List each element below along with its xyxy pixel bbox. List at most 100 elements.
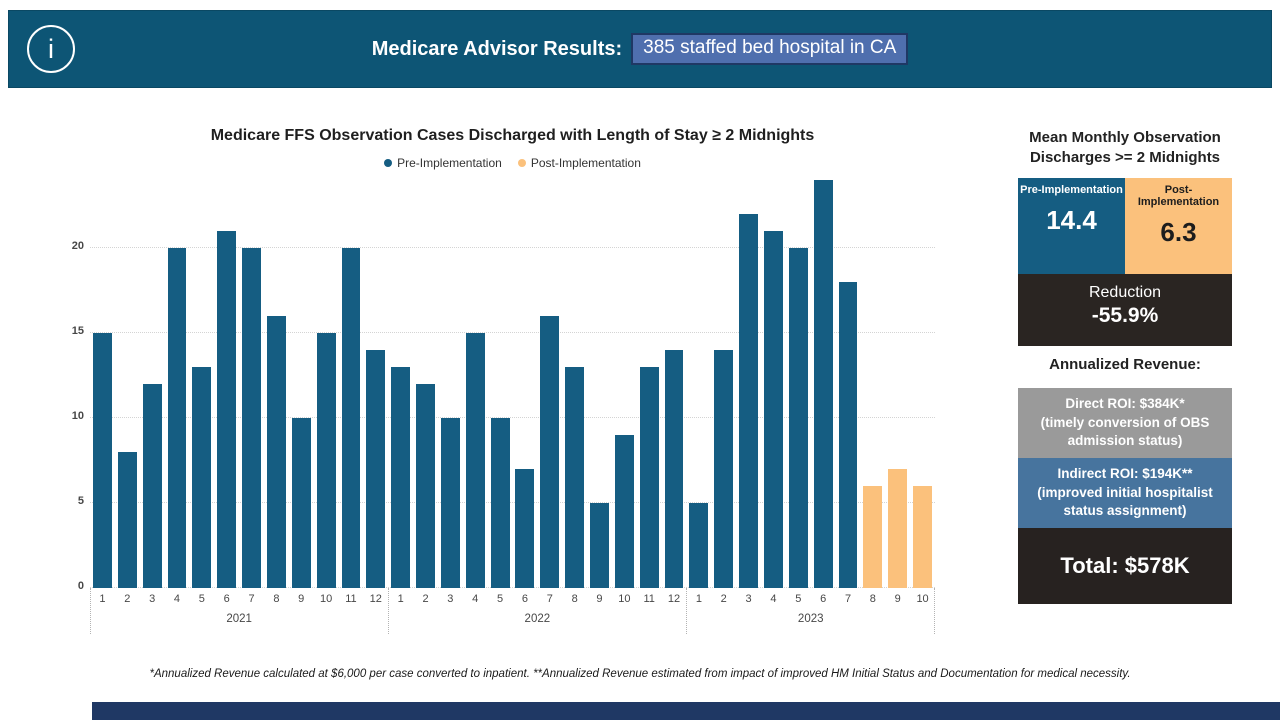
y-tick-label: 5 [77,495,84,507]
annualized-revenue-blocks: Direct ROI: $384K* (timely conversion of… [1018,388,1232,605]
bar-2022-10[interactable] [614,435,634,588]
year-separator [388,588,390,634]
reduction-label: Reduction [1088,284,1162,301]
bar-2023-2[interactable] [714,350,734,588]
mean-discharges-table: Pre-Implementation 14.4 Post-Implementat… [1018,178,1232,346]
bar-2022-12[interactable] [664,350,684,588]
legend-label: Post-Implementation [530,156,641,170]
info-icon-glyph: i [48,33,54,64]
gridline [90,587,935,588]
bar-2023-9[interactable] [888,469,908,588]
bar-2022-7[interactable] [540,316,560,588]
bar-2021-9[interactable] [291,418,311,588]
bar-2023-10[interactable] [913,486,932,588]
bar-2023-8[interactable] [863,486,883,588]
plot-area [90,180,935,588]
bar-2023-7[interactable] [838,282,858,588]
x-tick-label: 5 [198,593,205,605]
bar-2021-5[interactable] [192,367,212,588]
y-tick-label: 15 [71,325,84,337]
year-separator [934,588,935,634]
x-tick-label: 3 [745,593,752,605]
post-implementation-cell: Post-Implementation 6.3 [1125,178,1232,274]
bar-2023-4[interactable] [764,231,783,588]
total-roi-block: Total: $578K [1018,527,1232,605]
x-tick-label: 2 [422,593,429,605]
x-tick-label: 4 [770,593,777,605]
bar-2022-8[interactable] [565,367,585,588]
x-tick-label: 1 [397,593,404,605]
bar-2023-3[interactable] [739,214,759,588]
direct-roi-description: (timely conversion of OBS admission stat… [1040,414,1210,449]
legend-label: Pre-Implementation [397,156,502,170]
post-implementation-label: Post-Implementation [1137,184,1220,208]
bar-2022-2[interactable] [416,384,435,588]
reduction-block: Reduction -55.9% [1018,274,1232,346]
y-axis-labels: 0 5 10 15 20 [38,180,84,592]
x-tick-label: 12 [369,593,382,605]
year-separator [686,588,688,634]
hospital-highlight-box: 385 staffed bed hospital in CA [631,33,909,65]
legend-item-pre-implementation[interactable]: Pre-Implementation [384,156,502,170]
bar-2021-4[interactable] [167,248,187,588]
x-tick-label: 9 [894,593,901,605]
page-title: Medicare Advisor Results: [371,37,623,60]
indirect-roi-description: (improved initial hospitalist status ass… [1037,484,1213,519]
x-tick-label: 12 [667,593,681,605]
gridline [90,332,935,333]
x-tick-label: 7 [844,593,852,605]
direct-roi-block: Direct ROI: $384K* (timely conversion of… [1018,388,1232,458]
reduction-value: -55.9% [1091,304,1159,327]
bar-2021-1[interactable] [92,333,112,588]
x-tick-label: 6 [521,593,528,605]
x-tick-label: 8 [273,593,280,605]
bar-2023-6[interactable] [813,180,833,588]
pre-implementation-value: 14.4 [1046,205,1097,235]
year-label: 2023 [797,613,824,625]
legend-item-post-implementation[interactable]: Post-Implementation [517,156,641,170]
bar-2021-2[interactable] [117,452,137,588]
info-icon[interactable]: i [27,25,75,73]
bar-2022-11[interactable] [639,367,659,588]
x-tick-label: 6 [820,593,827,605]
mean-cells-row: Pre-Implementation 14.4 Post-Implementat… [1018,178,1232,274]
x-tick-label: 8 [571,593,578,605]
indirect-roi-value: Indirect ROI: $194K** [1057,465,1193,481]
bottom-accent-bar [92,702,1280,720]
legend-dot-icon [517,159,526,167]
bar-2023-5[interactable] [788,248,808,588]
y-tick-label: 20 [71,240,84,252]
bar-2022-9[interactable] [590,503,609,588]
bar-2022-6[interactable] [515,469,535,588]
bar-2021-12[interactable] [366,350,386,588]
legend-dot-icon [384,159,393,167]
x-tick-label: 1 [99,593,106,605]
annualized-revenue-title: Annualized Revenue: [1049,356,1201,373]
bar-2021-8[interactable] [266,316,286,588]
x-tick-label: 6 [223,593,230,605]
x-tick-label: 3 [149,593,156,605]
bar-2021-3[interactable] [142,384,162,588]
x-tick-label: 10 [319,593,333,605]
bar-2022-1[interactable] [391,367,411,588]
bar-2021-6[interactable] [217,231,237,588]
year-label: 2021 [226,613,252,625]
bar-2022-3[interactable] [440,418,460,588]
bar-2021-10[interactable] [316,333,336,588]
y-tick-label: 0 [77,580,84,592]
bar-2021-7[interactable] [242,248,261,588]
x-tick-label: 11 [345,593,357,605]
chart-title: Medicare FFS Observation Cases Discharge… [210,127,815,144]
x-tick-label: 9 [298,593,305,605]
x-tick-label: 11 [643,593,655,605]
bar-2023-1[interactable] [689,503,709,588]
x-tick-label: 7 [248,593,255,605]
year-separator [90,588,91,634]
x-tick-label: 1 [695,593,702,605]
bar-2021-11[interactable] [341,248,361,588]
gridline [90,502,935,503]
pre-implementation-cell: Pre-Implementation 14.4 [1018,178,1125,274]
x-axis: 1 2 3 4 5 6 7 8 9 10 11 12 1 2 3 4 5 6 7 8 9 10 11 12 1 2 3 4 5 6 7 8 9 1… [90,588,935,638]
bar-2022-5[interactable] [490,418,510,588]
bar-2022-4[interactable] [465,333,485,588]
